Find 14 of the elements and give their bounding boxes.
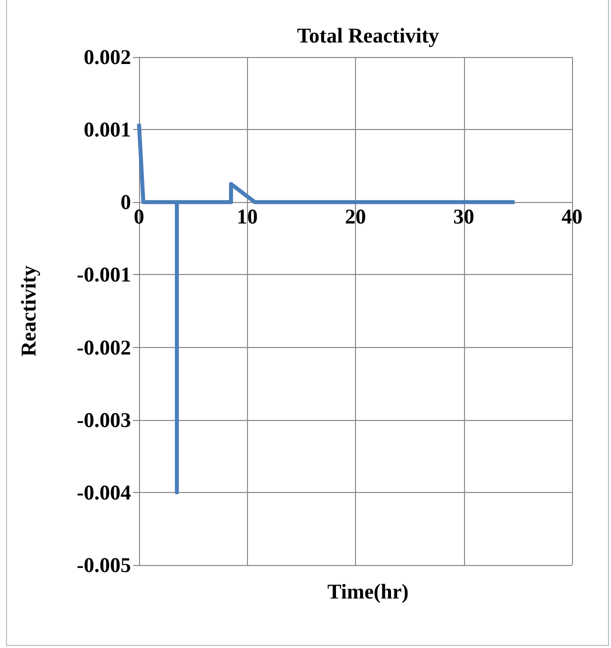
y-axis-title: Reactivity xyxy=(16,265,40,356)
y-tick-label: -0.001 xyxy=(76,262,131,287)
y-tick-label: -0.002 xyxy=(76,335,131,360)
y-tick-label: -0.004 xyxy=(76,480,132,504)
x-tick-label: 30 xyxy=(453,204,474,229)
chart-title: Total Reactivity xyxy=(296,24,440,48)
y-tick-label: -0.003 xyxy=(76,408,131,432)
y-tick-label: 0.002 xyxy=(84,45,131,69)
y-tick-label: 0.001 xyxy=(84,118,131,142)
x-tick-label: 20 xyxy=(345,204,366,229)
x-axis-title: Time(hr) xyxy=(327,580,409,604)
y-tick-label: -0.005 xyxy=(76,553,131,577)
x-tick-label: 40 xyxy=(562,204,582,229)
x-tick-label: 10 xyxy=(236,204,258,229)
